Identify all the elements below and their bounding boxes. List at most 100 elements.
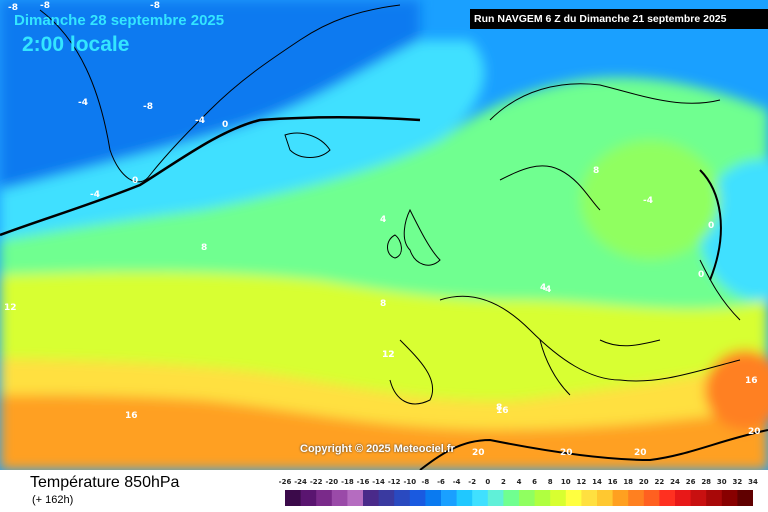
legend-swatch <box>706 490 723 506</box>
isotherm-label: -4 <box>643 196 653 206</box>
forecast-date: Dimanche 28 septembre 2025 <box>14 12 225 29</box>
legend-swatch <box>643 490 660 506</box>
warm-band-ocean <box>0 271 768 401</box>
legend-swatch <box>363 490 380 506</box>
isotherm-label: -4 <box>195 116 205 126</box>
isotherm-label: 8 <box>201 243 207 253</box>
legend-tick-label: -24 <box>294 478 307 486</box>
warm-pocket-turkey <box>705 350 768 430</box>
legend-tick-label: 28 <box>701 478 712 486</box>
legend-swatch <box>612 490 629 506</box>
isotherm-label: 12 <box>382 350 395 360</box>
color-legend <box>285 490 753 506</box>
isotherm-label: -4 <box>90 190 100 200</box>
legend-tick-label: -8 <box>421 478 430 486</box>
legend-tick-label: 0 <box>485 478 491 486</box>
isotherm-label: 16 <box>125 411 138 421</box>
legend-tick-label: -12 <box>387 478 401 486</box>
warm-pocket-atlantic <box>210 405 270 455</box>
isotherm-label: -4 <box>78 98 88 108</box>
legend-tick-label: 18 <box>623 478 634 486</box>
isotherm-label: 20 <box>748 427 761 437</box>
legend-swatch <box>519 490 536 506</box>
legend-tick-label: -20 <box>325 478 339 486</box>
isotherm-label: 4 <box>540 283 546 293</box>
isotherm-label: 0 <box>708 221 714 231</box>
legend-swatch <box>394 490 411 506</box>
map-title: Température 850hPa <box>30 474 180 491</box>
legend-swatch <box>550 490 567 506</box>
legend-tick-label: 26 <box>685 478 696 486</box>
legend-swatch <box>285 490 302 506</box>
twenty-isotherm <box>419 429 768 470</box>
legend-tick-label: 2 <box>500 478 506 486</box>
isotherm-label: 16 <box>745 376 758 386</box>
legend-swatch <box>737 490 753 506</box>
legend-swatch <box>409 490 426 506</box>
copyright: Copyright © 2025 Meteociel.fr <box>300 443 455 455</box>
legend-swatch <box>487 490 504 506</box>
legend-tick-label: 8 <box>547 478 553 486</box>
isotherm-label: 0 <box>698 270 704 280</box>
legend-tick-label: 22 <box>654 478 665 486</box>
cool-band <box>0 40 485 240</box>
legend-swatch <box>675 490 692 506</box>
legend-ticks: -26 -24 -22 -20 -18 -16 -14 -12 -10 -8 -6 -4 -2 0 2 4 6 8… <box>279 478 759 490</box>
legend-tick-label: -2 <box>468 478 477 486</box>
isotherm-label: 8 <box>496 403 502 413</box>
isotherm-label: 0 <box>132 176 138 186</box>
legend-swatch <box>534 490 551 506</box>
warm-band-south <box>0 358 768 430</box>
isotherm-label: 8 <box>593 166 599 176</box>
legend-tick-label: -10 <box>403 478 417 486</box>
legend-swatch <box>331 490 348 506</box>
isotherm-label: 12 <box>4 303 17 313</box>
legend-tick-label: 30 <box>716 478 727 486</box>
legend-swatch <box>441 490 458 506</box>
legend-swatch <box>628 490 645 506</box>
isotherm-label: 0 <box>222 120 228 130</box>
legend-tick-label: 4 <box>516 478 522 486</box>
legend-tick-label: -14 <box>372 478 385 486</box>
isotherm-label: 20 <box>472 448 485 458</box>
isotherm-label: 4 <box>545 285 551 295</box>
legend-swatch <box>659 490 676 506</box>
legend-tick-label: 10 <box>560 478 571 486</box>
legend-swatch <box>316 490 333 506</box>
legend-tick-label: 34 <box>748 478 758 486</box>
model-run-info: Run NAVGEM 6 Z du Dimanche 21 septembre … <box>470 9 768 29</box>
isotherm-label: -8 <box>150 1 160 11</box>
hot-band-south <box>0 395 768 470</box>
temperature-map: -8 -8 -8 -4 -8 -4 0 0 -4 4 8 8 8 4 8 -4 0 0 12 12 16 16 16 20 20… <box>0 0 768 470</box>
forecast-time: 2:00 locale <box>22 33 130 56</box>
legend-swatch <box>690 490 707 506</box>
legend-tick-label: -6 <box>437 478 445 486</box>
legend-tick-label: -26 <box>278 478 292 486</box>
isotherm-label: -8 <box>40 1 50 11</box>
legend-tick-label: 24 <box>670 478 680 486</box>
legend-swatch <box>597 490 614 506</box>
legend-swatch <box>456 490 473 506</box>
cool-pocket-scandinavia <box>580 140 720 260</box>
zero-isotherm <box>0 116 421 237</box>
legend-tick-label: 20 <box>638 478 649 486</box>
legend-swatch <box>300 490 317 506</box>
isotherm-label: 12 <box>382 350 395 360</box>
legend-tick-label: -4 <box>452 478 461 486</box>
legend-tick-label: -22 <box>309 478 323 486</box>
isotherm-label: -8 <box>8 3 18 13</box>
legend-tick-label: 6 <box>532 478 538 486</box>
legend-tick-label: 14 <box>592 478 602 486</box>
cold-zone-greenland <box>0 0 420 190</box>
legend-swatch <box>347 490 364 506</box>
isotherm-label: 20 <box>560 448 573 458</box>
legend-swatch <box>472 490 489 506</box>
legend-tick-label: -16 <box>356 478 370 486</box>
coastlines <box>39 4 741 405</box>
legend-tick-label: -18 <box>341 478 354 486</box>
isotherm-label: 4 <box>380 215 386 225</box>
legend-tick-label: 32 <box>732 478 743 486</box>
isotherm-label: 16 <box>496 406 509 416</box>
isotherm-label: -8 <box>143 102 153 112</box>
legend-tick-label: 16 <box>607 478 618 486</box>
